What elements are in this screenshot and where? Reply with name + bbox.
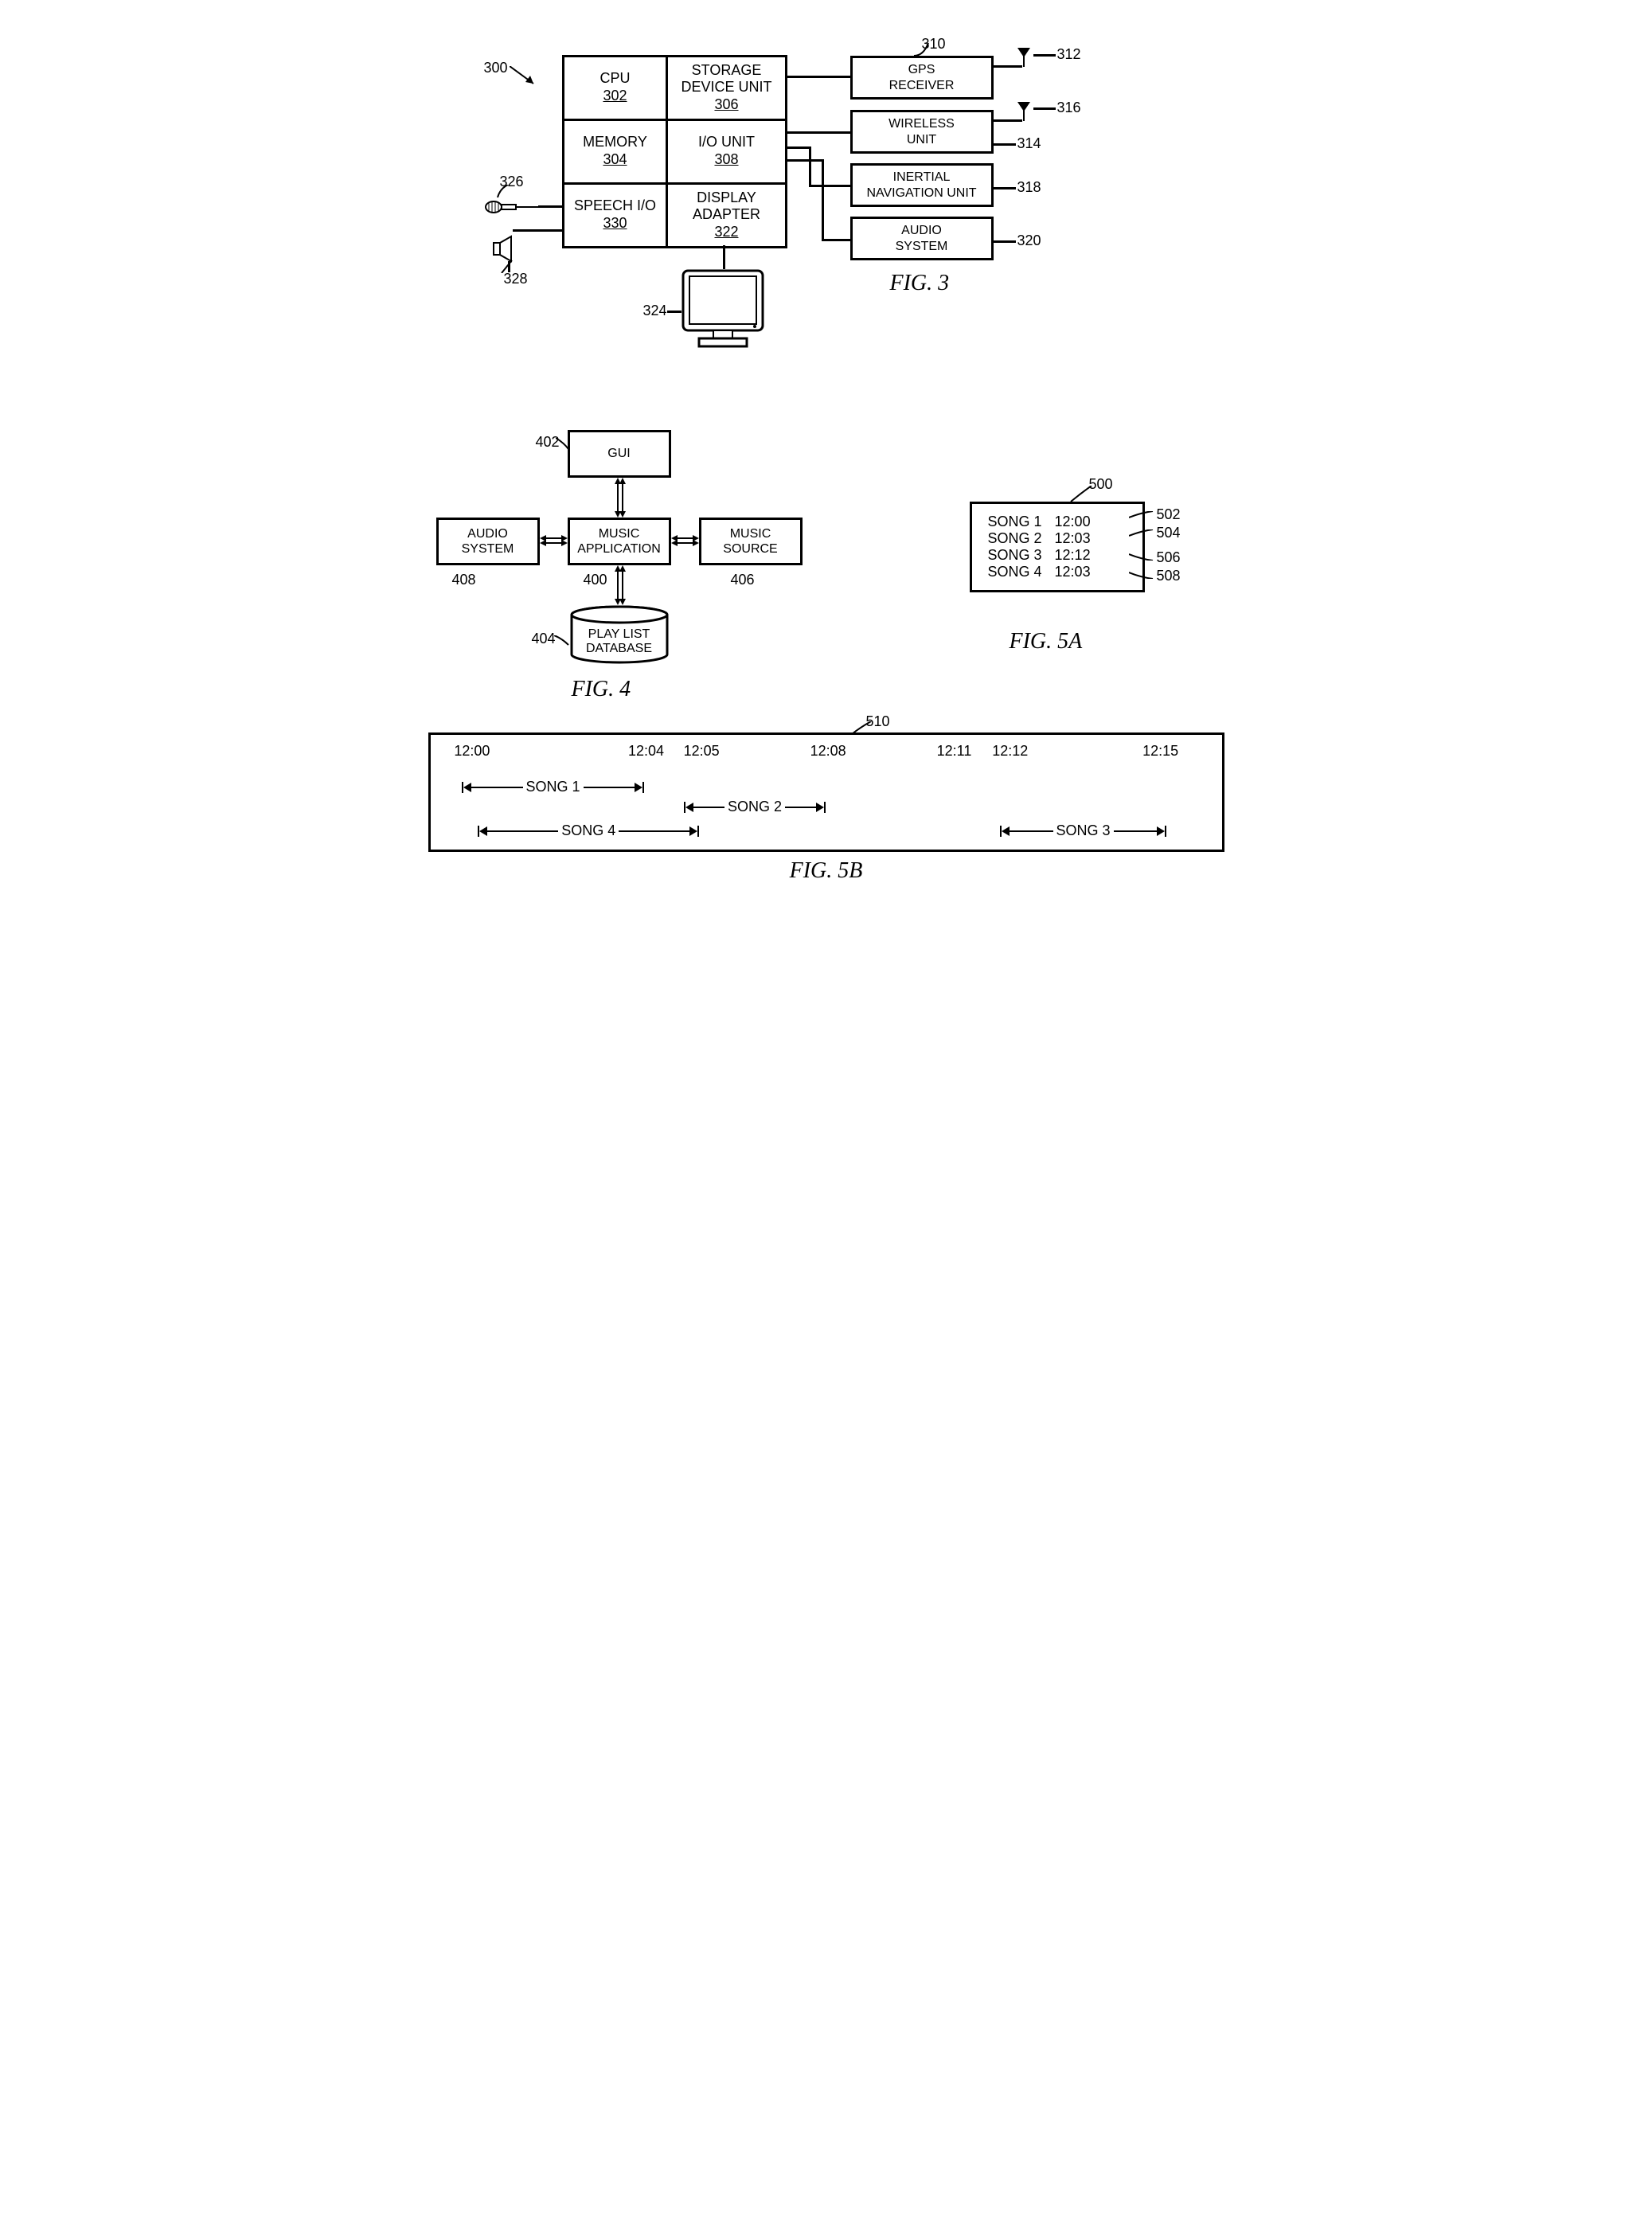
wireless-block: WIRELESS UNIT <box>850 110 994 154</box>
timeline-time: 12:08 <box>810 743 846 760</box>
inertial-block: INERTIAL NAVIGATION UNIT <box>850 163 994 207</box>
ref-502: 502 <box>1157 506 1181 523</box>
ref-316: 316 <box>1057 100 1081 116</box>
ref-312: 312 <box>1057 46 1081 63</box>
timeline-song: SONG 1 <box>462 779 644 795</box>
gui-block: GUI <box>568 430 671 478</box>
arrow-vertical <box>615 565 626 605</box>
memory-block: MEMORY 304 <box>562 119 668 185</box>
playlist-row: SONG 212:03 <box>988 530 1127 547</box>
arrow-vertical <box>615 478 626 518</box>
figure-caption: FIG. 3 <box>890 271 950 296</box>
timeline-song: SONG 3 <box>1000 822 1166 839</box>
ref-408: 408 <box>452 572 476 588</box>
figure-5a: 500 SONG 112:00SONG 212:03SONG 312:12SON… <box>890 462 1224 669</box>
ref-400: 400 <box>584 572 607 588</box>
gps-block: GPS RECEIVER <box>850 56 994 100</box>
timeline-time: 12:15 <box>1142 743 1178 760</box>
figure-caption: FIG. 4 <box>572 677 631 702</box>
timeline-song: SONG 4 <box>478 822 699 839</box>
timeline-time: 12:11 <box>937 743 972 760</box>
io-block: I/O UNIT 308 <box>666 119 787 185</box>
playlist-row: SONG 412:03 <box>988 564 1127 580</box>
arrow-horizontal <box>671 535 699 546</box>
ref-324: 324 <box>643 303 667 319</box>
antenna-icon <box>1017 48 1030 67</box>
figure-caption: FIG. 5A <box>1010 629 1083 654</box>
display-adapter-block: DISPLAY ADAPTER 322 <box>666 182 787 248</box>
speech-io-block: SPEECH I/O 330 <box>562 182 668 248</box>
antenna-icon <box>1017 102 1030 121</box>
music-app-block: MUSIC APPLICATION <box>568 518 671 565</box>
ref-406: 406 <box>731 572 755 588</box>
storage-block: STORAGE DEVICE UNIT 306 <box>666 55 787 121</box>
timeline-time: 12:00 <box>454 743 490 760</box>
ref-508: 508 <box>1157 568 1181 584</box>
figure-3: 300 CPU 302 STORAGE DEVICE UNIT 306 MEMO… <box>428 32 1224 398</box>
playlist-box: SONG 112:00SONG 212:03SONG 312:12SONG 41… <box>970 502 1145 592</box>
cpu-block: CPU 302 <box>562 55 668 121</box>
ref-506: 506 <box>1157 549 1181 566</box>
microphone-icon <box>484 195 540 223</box>
audio-system-block: AUDIO SYSTEM <box>436 518 540 565</box>
timeline-time: 12:12 <box>992 743 1028 760</box>
ref-314: 314 <box>1017 135 1041 152</box>
audio-block: AUDIO SYSTEM <box>850 217 994 260</box>
ref-300: 300 <box>484 60 508 76</box>
playlist-row: SONG 112:00 <box>988 514 1127 530</box>
playlist-row: SONG 312:12 <box>988 547 1127 564</box>
fig3-main-grid: CPU 302 STORAGE DEVICE UNIT 306 MEMORY 3… <box>564 56 787 247</box>
ref-328: 328 <box>504 271 528 287</box>
timeline-time: 12:05 <box>684 743 720 760</box>
ref-404: 404 <box>532 631 556 647</box>
music-source-block: MUSIC SOURCE <box>699 518 803 565</box>
timeline-song: SONG 2 <box>684 799 826 815</box>
figure-caption: FIG. 5B <box>428 858 1224 884</box>
ref-318: 318 <box>1017 179 1041 196</box>
timeline-box: 12:00 12:04 12:05 12:08 12:11 12:12 12:15 SONG… <box>428 732 1224 852</box>
figure-5b: 510 12:0012:0412:0512:0812:1112:1212:15 … <box>428 732 1224 884</box>
ref-504: 504 <box>1157 525 1181 541</box>
timeline-time: 12:04 <box>628 743 664 760</box>
playlist-db-block: PLAY LIST DATABASE <box>568 605 671 673</box>
figure-4: GUI 402 AUDIO SYSTEM 408 MUSIC APPLICATI… <box>428 430 810 701</box>
arrow-horizontal <box>540 535 568 546</box>
ref-320: 320 <box>1017 232 1041 249</box>
monitor-icon <box>675 267 771 358</box>
